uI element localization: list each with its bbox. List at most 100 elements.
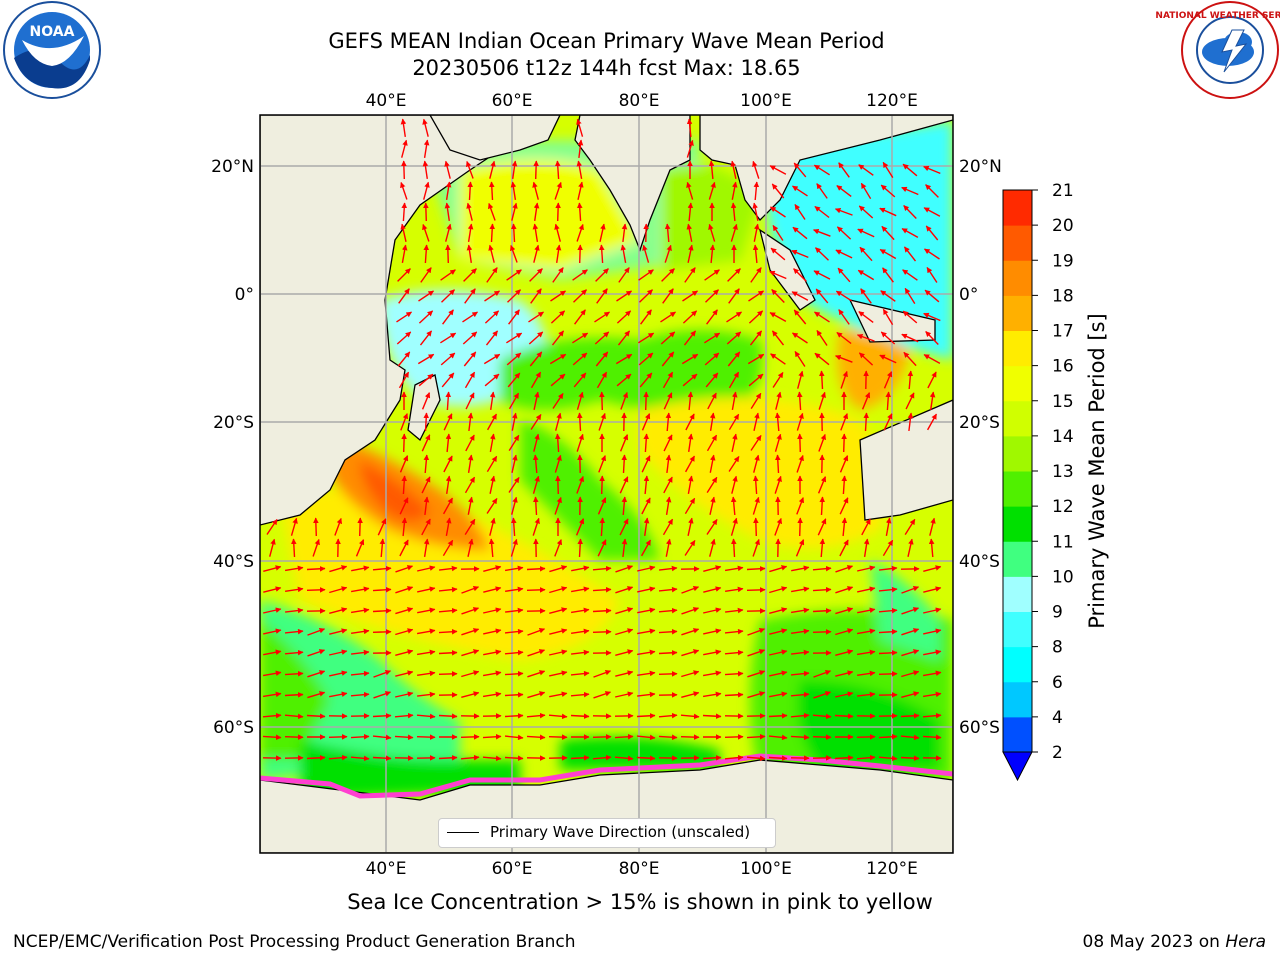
- wave-arrow: [552, 393, 564, 409]
- wave-arrow: [528, 311, 544, 323]
- wave-arrow: [923, 565, 942, 572]
- wave-arrow: [465, 160, 474, 179]
- wave-arrow: [814, 205, 830, 219]
- wave-arrow: [901, 607, 920, 615]
- wave-arrow: [637, 586, 656, 593]
- wave-arrow: [860, 182, 872, 200]
- wave-arrow: [640, 309, 652, 325]
- wave-arrow: [467, 412, 474, 431]
- wave-arrow: [731, 391, 738, 411]
- wave-arrow: [464, 518, 476, 535]
- wave-arrow: [400, 118, 407, 138]
- wave-arrow: [793, 162, 807, 178]
- wave-arrow: [554, 181, 562, 200]
- wave-arrow: [511, 454, 518, 473]
- wave-arrow: [266, 519, 278, 535]
- wave-arrow: [465, 434, 475, 452]
- wave-arrow: [422, 118, 429, 137]
- noaa-logo-text: NOAA: [30, 24, 75, 40]
- wave-arrow: [748, 373, 764, 387]
- wave-arrow: [306, 565, 326, 572]
- wave-arrow: [372, 734, 392, 741]
- wave-arrow: [443, 413, 453, 431]
- wave-arrow: [835, 586, 854, 594]
- wave-arrow: [421, 518, 431, 536]
- wave-arrow: [636, 712, 656, 719]
- wave-arrow: [394, 734, 414, 741]
- wave-arrow: [464, 476, 476, 494]
- lon-tick-bottom: 120°E: [866, 859, 918, 879]
- wave-arrow: [576, 160, 583, 180]
- colorbar-tick-label: 16: [1052, 357, 1074, 377]
- wave-arrow: [334, 517, 343, 536]
- wave-arrow: [533, 244, 540, 263]
- wave-arrow: [841, 517, 848, 537]
- wave-arrow: [621, 496, 628, 516]
- wave-arrow: [416, 649, 436, 656]
- wave-arrow: [878, 607, 898, 614]
- colorbar-tick-label: 11: [1052, 532, 1074, 552]
- wave-arrow: [702, 754, 722, 761]
- wave-arrow: [418, 373, 434, 387]
- wave-arrow: [394, 712, 414, 719]
- colorbar-bin: [1003, 541, 1032, 577]
- wave-arrow: [443, 455, 453, 473]
- wave-arrow: [724, 734, 744, 740]
- wave-arrow: [461, 691, 480, 698]
- wave-arrow: [769, 586, 788, 594]
- wave-arrow: [878, 755, 898, 762]
- footer-host: Hera: [1225, 932, 1266, 952]
- wave-arrow: [329, 691, 348, 698]
- wave-arrow: [483, 649, 502, 656]
- wave-arrow: [836, 331, 852, 345]
- wave-arrow: [552, 267, 564, 283]
- wave-arrow: [570, 628, 590, 635]
- wave-arrow: [796, 497, 805, 515]
- wave-arrow: [658, 671, 678, 677]
- wave-arrow: [769, 628, 788, 635]
- wave-arrow: [879, 248, 897, 260]
- wave-arrow: [577, 538, 584, 558]
- wave-arrow: [262, 691, 282, 698]
- wave-arrow: [770, 206, 786, 218]
- wave-arrow: [399, 455, 409, 473]
- colorbar-bin: [1003, 260, 1032, 296]
- wave-arrow: [812, 713, 832, 720]
- colorbar-ticks: 2 4 6 8 9 10 11 12 13 14 15 16 17 18 19 20 21: [1032, 181, 1074, 763]
- wave-arrow: [682, 373, 698, 387]
- wave-arrow: [923, 607, 942, 614]
- wave-arrow: [554, 496, 562, 515]
- wave-arrow: [861, 518, 871, 536]
- wave-arrow: [441, 372, 455, 388]
- wave-arrow: [463, 351, 477, 367]
- wave-arrow: [592, 586, 612, 593]
- wave-arrow: [357, 517, 363, 537]
- footer-date-text: 08 May 2023 on: [1082, 932, 1226, 952]
- wave-arrow: [467, 223, 474, 243]
- wave-arrow: [533, 391, 540, 410]
- wave-arrow: [641, 455, 651, 473]
- wave-arrow: [400, 223, 407, 242]
- wave-arrow: [880, 184, 896, 198]
- wave-arrow: [682, 290, 698, 302]
- wave-arrow: [621, 454, 628, 474]
- wave-arrow: [687, 391, 694, 411]
- wave-arrow: [790, 734, 810, 741]
- wave-arrow: [615, 691, 634, 698]
- wave-arrow: [533, 202, 540, 222]
- wave-arrow: [445, 181, 452, 201]
- wave-arrow: [792, 226, 808, 240]
- wave-arrow: [461, 607, 480, 615]
- wave-arrow: [284, 565, 304, 572]
- wave-arrow: [290, 517, 298, 536]
- wave-arrow: [858, 164, 874, 176]
- wave-arrow: [835, 607, 854, 615]
- wave-arrow: [395, 649, 414, 656]
- wave-arrow: [621, 223, 628, 242]
- wave-arrow: [753, 517, 759, 537]
- lat-tick-right: 0°: [959, 285, 978, 305]
- wave-arrow: [797, 433, 803, 453]
- wave-arrow: [416, 734, 436, 740]
- wave-arrow: [550, 290, 566, 302]
- wave-arrow: [615, 607, 634, 615]
